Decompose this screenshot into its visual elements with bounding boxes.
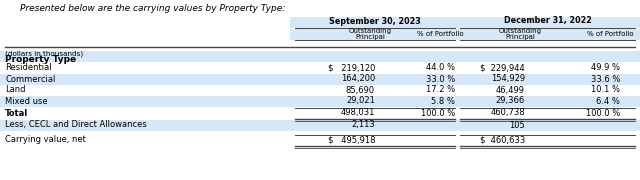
Text: (dollars in thousands): (dollars in thousands) xyxy=(5,51,83,57)
Text: 85,690: 85,690 xyxy=(346,86,375,94)
Text: 17.2 %: 17.2 % xyxy=(426,86,455,94)
Text: 100.0 %: 100.0 % xyxy=(420,109,455,118)
Text: 49.9 %: 49.9 % xyxy=(591,64,620,73)
Text: Residential: Residential xyxy=(5,64,52,73)
Bar xyxy=(290,17,640,28)
Bar xyxy=(290,28,640,39)
Text: Total: Total xyxy=(5,109,28,118)
Text: 44.0 %: 44.0 % xyxy=(426,64,455,73)
Text: 100.0 %: 100.0 % xyxy=(586,109,620,118)
Text: 498,031: 498,031 xyxy=(340,109,375,118)
Text: Less, CECL and Direct Allowances: Less, CECL and Direct Allowances xyxy=(5,120,147,129)
Text: 29,021: 29,021 xyxy=(346,96,375,105)
Text: Outstanding
Principal: Outstanding Principal xyxy=(499,28,541,40)
Text: Presented below are the carrying values by Property Type:: Presented below are the carrying values … xyxy=(20,4,285,13)
Text: % of Portfolio: % of Portfolio xyxy=(587,31,634,37)
Bar xyxy=(0,107,640,118)
Text: 164,200: 164,200 xyxy=(340,75,375,84)
Text: 460,738: 460,738 xyxy=(490,109,525,118)
Text: December 31, 2022: December 31, 2022 xyxy=(504,17,591,26)
Text: 29,366: 29,366 xyxy=(496,96,525,105)
Text: 33.0 %: 33.0 % xyxy=(426,75,455,84)
Text: 10.1 %: 10.1 % xyxy=(591,86,620,94)
Text: % of Portfolio: % of Portfolio xyxy=(417,31,463,37)
Bar xyxy=(0,84,640,96)
Text: Outstanding
Principal: Outstanding Principal xyxy=(349,28,392,40)
Text: Carrying value, net: Carrying value, net xyxy=(5,136,86,145)
Text: 6.4 %: 6.4 % xyxy=(596,96,620,105)
Text: Land: Land xyxy=(5,86,26,94)
Bar xyxy=(0,134,640,145)
Text: 46,499: 46,499 xyxy=(496,86,525,94)
Text: $   219,120: $ 219,120 xyxy=(328,64,375,73)
Text: 5.8 %: 5.8 % xyxy=(431,96,455,105)
Text: $  229,944: $ 229,944 xyxy=(480,64,525,73)
Bar xyxy=(0,96,640,107)
Bar xyxy=(0,62,640,73)
Text: 154,929: 154,929 xyxy=(491,75,525,84)
Text: 33.6 %: 33.6 % xyxy=(591,75,620,84)
Bar xyxy=(0,51,640,62)
Text: Property Type: Property Type xyxy=(5,55,76,64)
Text: Commercial: Commercial xyxy=(5,75,56,84)
Text: $  460,633: $ 460,633 xyxy=(480,136,525,145)
Bar xyxy=(0,120,640,130)
Text: 105: 105 xyxy=(509,120,525,129)
Text: Mixed use: Mixed use xyxy=(5,96,47,105)
Text: 2,113: 2,113 xyxy=(351,120,375,129)
Text: $   495,918: $ 495,918 xyxy=(328,136,375,145)
Bar xyxy=(0,73,640,84)
Text: September 30, 2023: September 30, 2023 xyxy=(329,17,421,26)
